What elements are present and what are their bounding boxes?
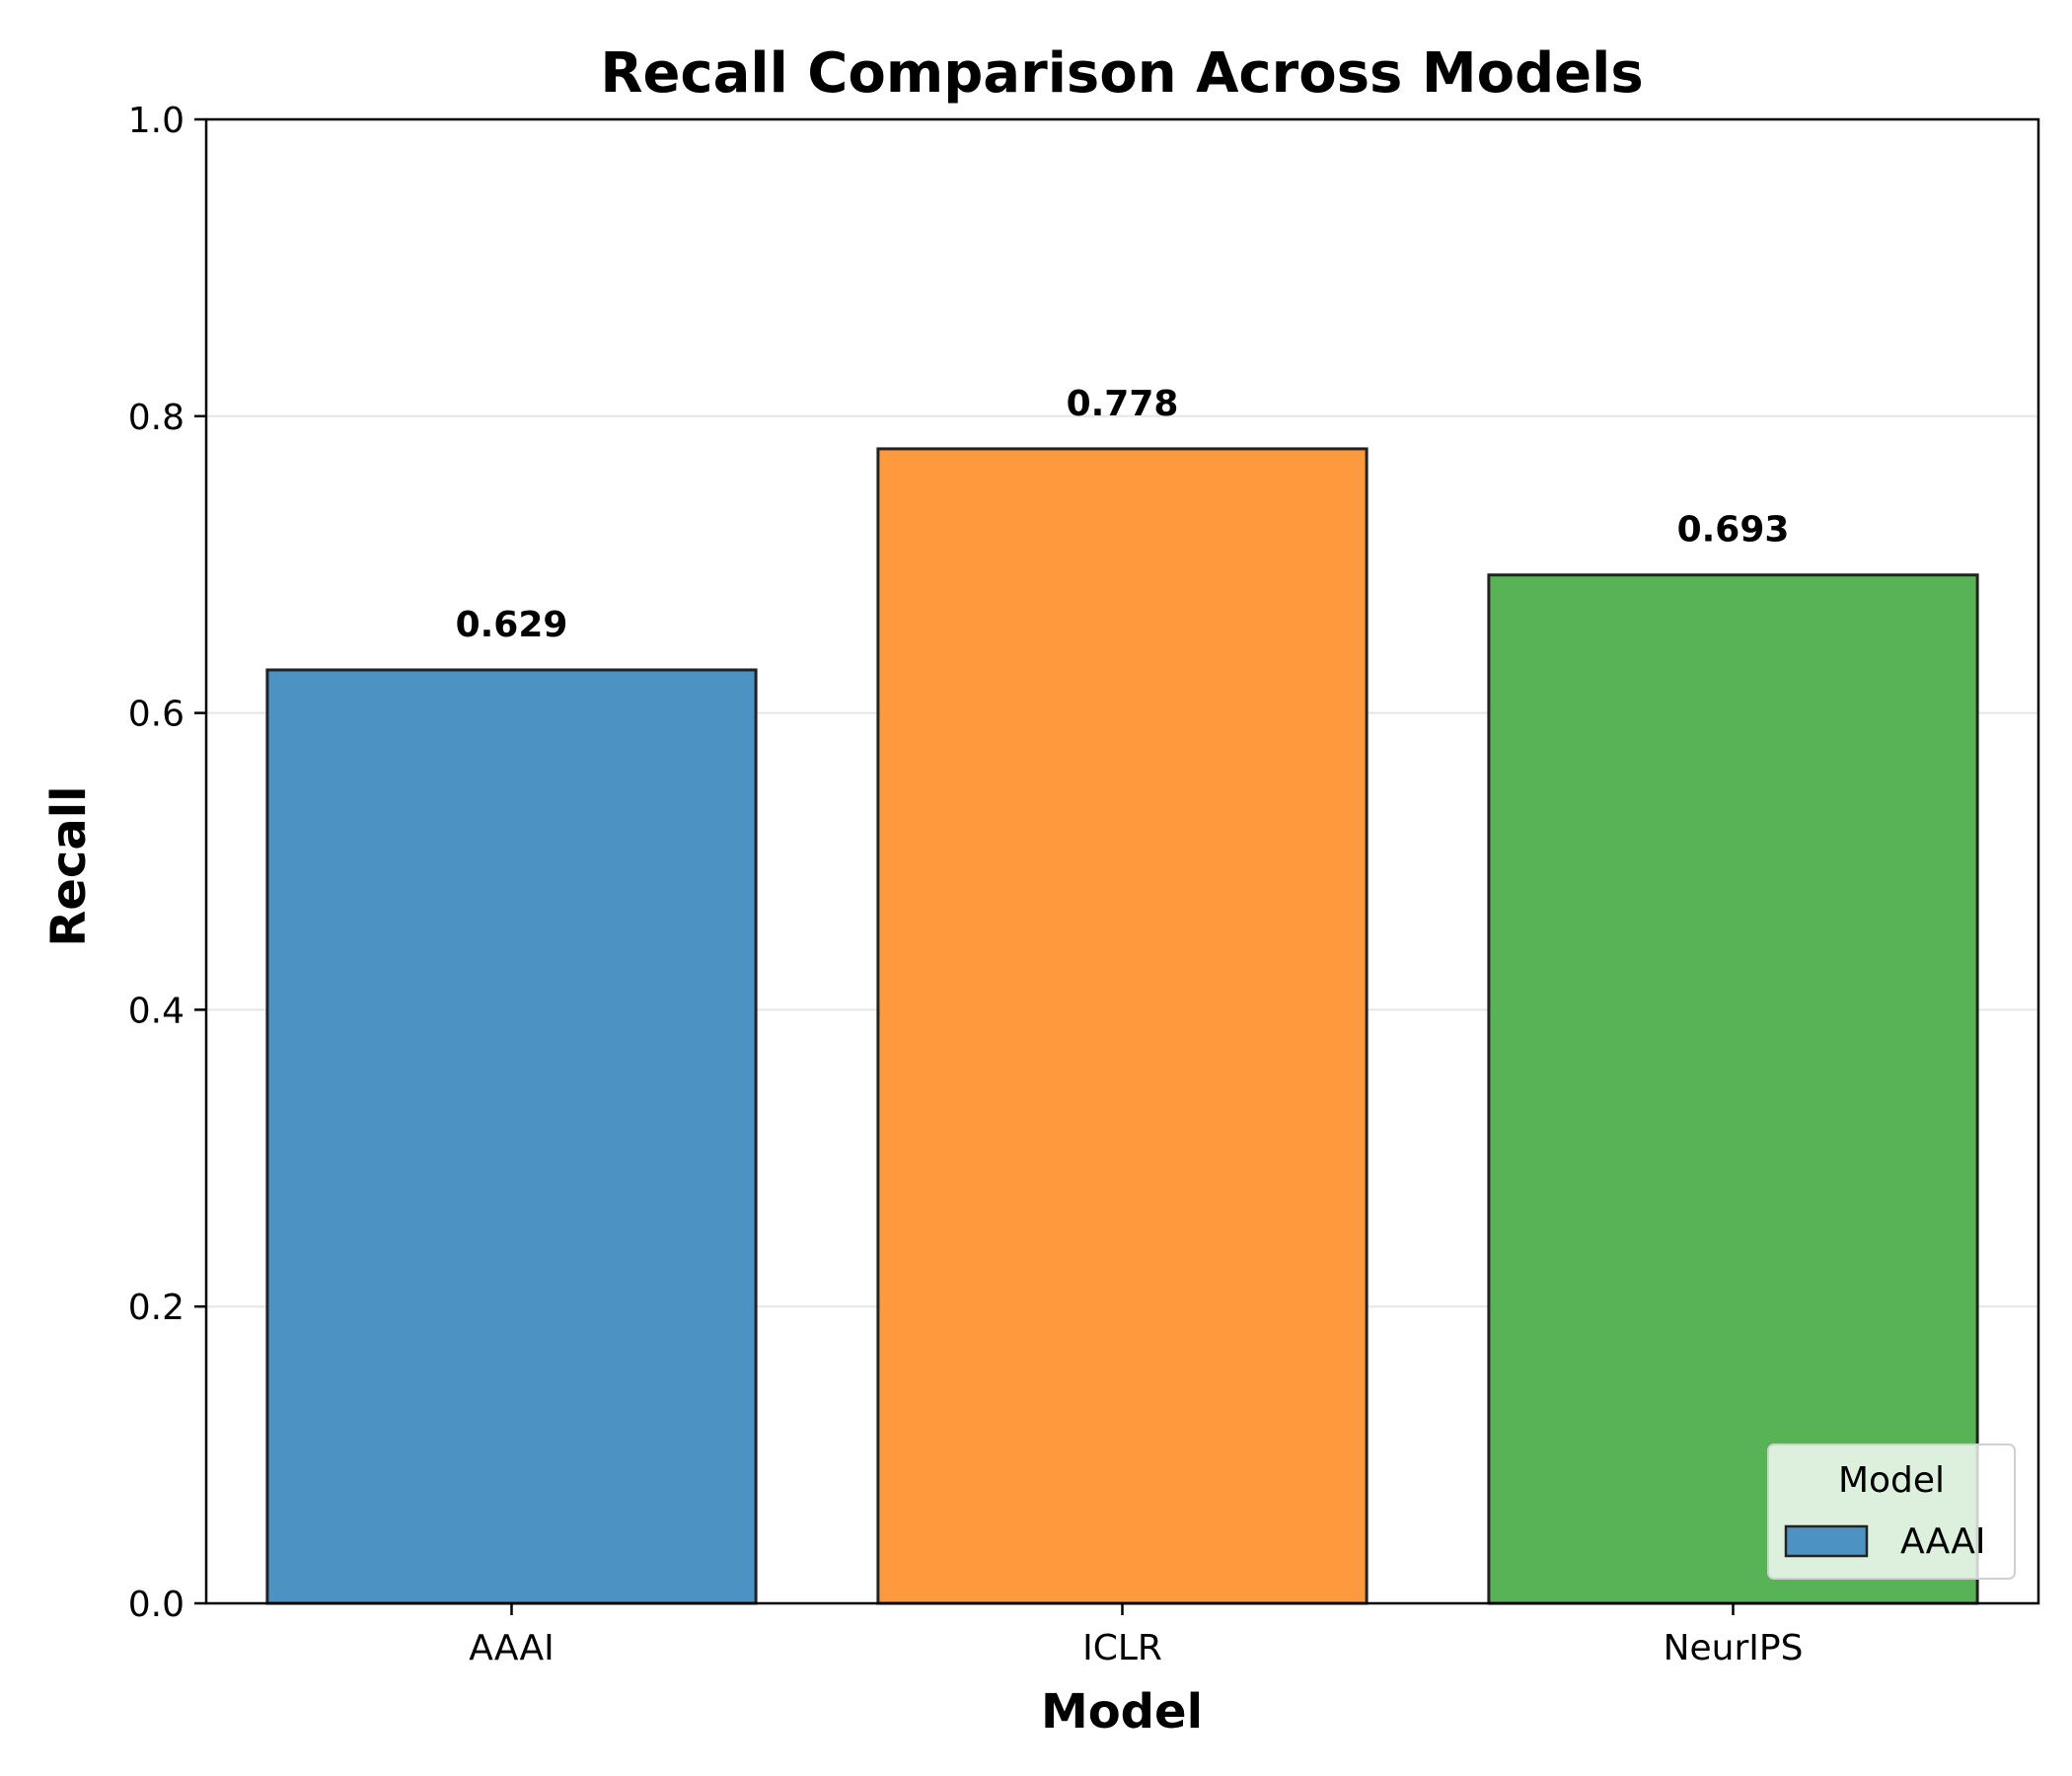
y-axis: 0.0 0.2 0.4 0.6 0.8 1.0: [128, 101, 206, 1625]
x-tick-label: ICLR: [1082, 1628, 1162, 1668]
y-tick-label: 0.4: [128, 991, 185, 1031]
chart-title: Recall Comparison Across Models: [600, 41, 1643, 106]
legend-title: Model: [1838, 1460, 1945, 1501]
y-tick-label: 0.2: [128, 1288, 185, 1328]
legend: Model AAAI: [1767, 1443, 2016, 1580]
x-tick-label: AAAI: [469, 1628, 555, 1668]
value-label-neurips: 0.693: [1677, 510, 1790, 551]
bars: [265, 447, 1979, 1605]
x-axis-label: Model: [1041, 1684, 1203, 1739]
bar-iclr: [876, 447, 1369, 1605]
value-labels: 0.629 0.778 0.693: [456, 384, 1790, 645]
bar-aaai: [265, 668, 758, 1605]
legend-swatch: [1784, 1524, 1869, 1558]
x-axis: AAAI ICLR NeurIPS: [469, 1603, 1803, 1668]
y-tick-label: 1.0: [128, 101, 185, 141]
y-tick-label: 0.0: [128, 1585, 185, 1625]
value-label-iclr: 0.778: [1067, 384, 1179, 424]
legend-entry-label: AAAI: [1900, 1521, 1986, 1562]
y-tick-label: 0.6: [128, 695, 185, 735]
y-axis-label: Recall: [41, 785, 97, 946]
value-label-aaai: 0.629: [456, 605, 568, 645]
x-tick-label: NeurIPS: [1664, 1628, 1804, 1668]
y-tick-label: 0.8: [128, 398, 185, 438]
bar-neurips: [1487, 573, 1979, 1605]
